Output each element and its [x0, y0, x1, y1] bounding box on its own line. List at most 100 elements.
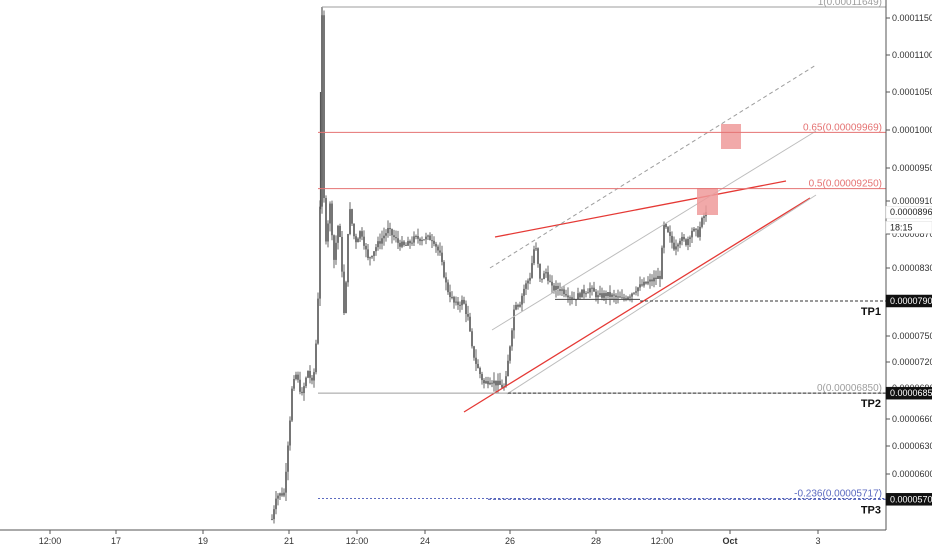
- candle: [521, 293, 523, 312]
- candle-body: [443, 261, 445, 278]
- candle-body: [299, 379, 301, 392]
- candle: [447, 279, 449, 295]
- candle: [385, 229, 387, 242]
- candle-body: [335, 242, 337, 260]
- candle-body: [601, 293, 603, 298]
- candle-body: [663, 223, 665, 248]
- price-axis-tag: 18:15: [885, 221, 932, 234]
- candle-body: [375, 247, 377, 252]
- candle-body: [379, 241, 381, 244]
- candle-body: [513, 309, 515, 331]
- candle-body: [511, 330, 513, 347]
- candle: [683, 233, 685, 242]
- candle: [531, 255, 533, 279]
- candle-body: [447, 282, 449, 293]
- candle: [589, 282, 591, 299]
- candle-body: [641, 284, 643, 286]
- price-tag-text: 0.00008964: [890, 207, 932, 217]
- candle: [499, 372, 501, 385]
- candle: [699, 221, 701, 241]
- candle-body: [517, 304, 519, 307]
- candle-body: [293, 378, 295, 389]
- candle-body: [327, 223, 329, 242]
- candle: [509, 345, 511, 364]
- candle-body: [347, 234, 349, 283]
- candle-body: [515, 304, 517, 310]
- price-axis-tick-label: 0.00006300: [892, 441, 932, 451]
- candle-body: [701, 218, 703, 227]
- candle-body: [333, 235, 335, 260]
- candle: [473, 345, 475, 361]
- candle-body: [595, 291, 597, 298]
- candle-body: [531, 263, 533, 278]
- candle-body: [491, 382, 493, 384]
- candle: [443, 260, 445, 279]
- candle: [451, 291, 453, 300]
- candle: [641, 279, 643, 287]
- candle-body: [555, 285, 557, 291]
- channel-lower-line: [506, 194, 817, 395]
- candle-body: [631, 293, 633, 297]
- candle: [273, 505, 275, 524]
- candle-body: [665, 223, 667, 228]
- candle: [579, 291, 581, 300]
- candle: [525, 280, 527, 295]
- candle-body: [391, 229, 393, 236]
- candle: [483, 378, 485, 389]
- candle-body: [651, 279, 653, 282]
- candle: [415, 234, 417, 240]
- candle-body: [495, 380, 497, 386]
- candle: [583, 284, 585, 299]
- candle-body: [383, 235, 385, 239]
- candle: [303, 382, 305, 401]
- channel-upper-dashed-line: [489, 64, 817, 269]
- candle-body: [647, 281, 649, 284]
- candle: [477, 359, 479, 369]
- fib-level-label: 0.5(0.00009250): [809, 179, 882, 190]
- candle: [529, 272, 531, 285]
- candle-body: [397, 238, 399, 243]
- candle-body: [367, 249, 369, 259]
- candle: [523, 284, 525, 304]
- candle-body: [353, 223, 355, 237]
- candle: [643, 277, 645, 288]
- candle-body: [365, 245, 367, 250]
- candle: [555, 280, 557, 298]
- candle: [327, 220, 329, 248]
- candle-body: [577, 293, 579, 300]
- candle-body: [389, 227, 391, 230]
- candle: [515, 301, 517, 311]
- candle: [309, 365, 311, 384]
- fib-level-label: -0.236(0.00005717): [794, 489, 882, 500]
- candle: [549, 274, 551, 283]
- price-axis-tag: 0.00006850: [885, 386, 932, 400]
- candle-body: [341, 236, 343, 272]
- candle: [569, 295, 571, 306]
- candle-body: [301, 391, 303, 394]
- candle: [373, 251, 375, 262]
- candle-body: [475, 357, 477, 364]
- price-axis-tick-label: 0.00007200: [892, 357, 932, 367]
- candle-body: [413, 236, 415, 243]
- candle-body: [591, 287, 593, 289]
- candle-body: [589, 288, 591, 293]
- candle-body: [403, 241, 405, 245]
- candle-body: [611, 294, 613, 297]
- candle: [597, 290, 599, 304]
- candle: [283, 488, 285, 498]
- candle: [449, 284, 451, 303]
- candle: [675, 239, 677, 256]
- candle: [439, 242, 441, 256]
- candle-body: [483, 380, 485, 384]
- candle-body: [629, 296, 631, 298]
- candle: [409, 239, 411, 249]
- candle-body: [613, 294, 615, 296]
- candle-body: [567, 295, 569, 298]
- candle: [291, 386, 293, 423]
- candle-body: [411, 242, 413, 244]
- candle: [391, 228, 393, 244]
- price-axis-tick-label: 0.00007500: [892, 331, 932, 341]
- candle: [681, 232, 683, 246]
- candle-body: [649, 279, 651, 282]
- candle: [617, 289, 619, 304]
